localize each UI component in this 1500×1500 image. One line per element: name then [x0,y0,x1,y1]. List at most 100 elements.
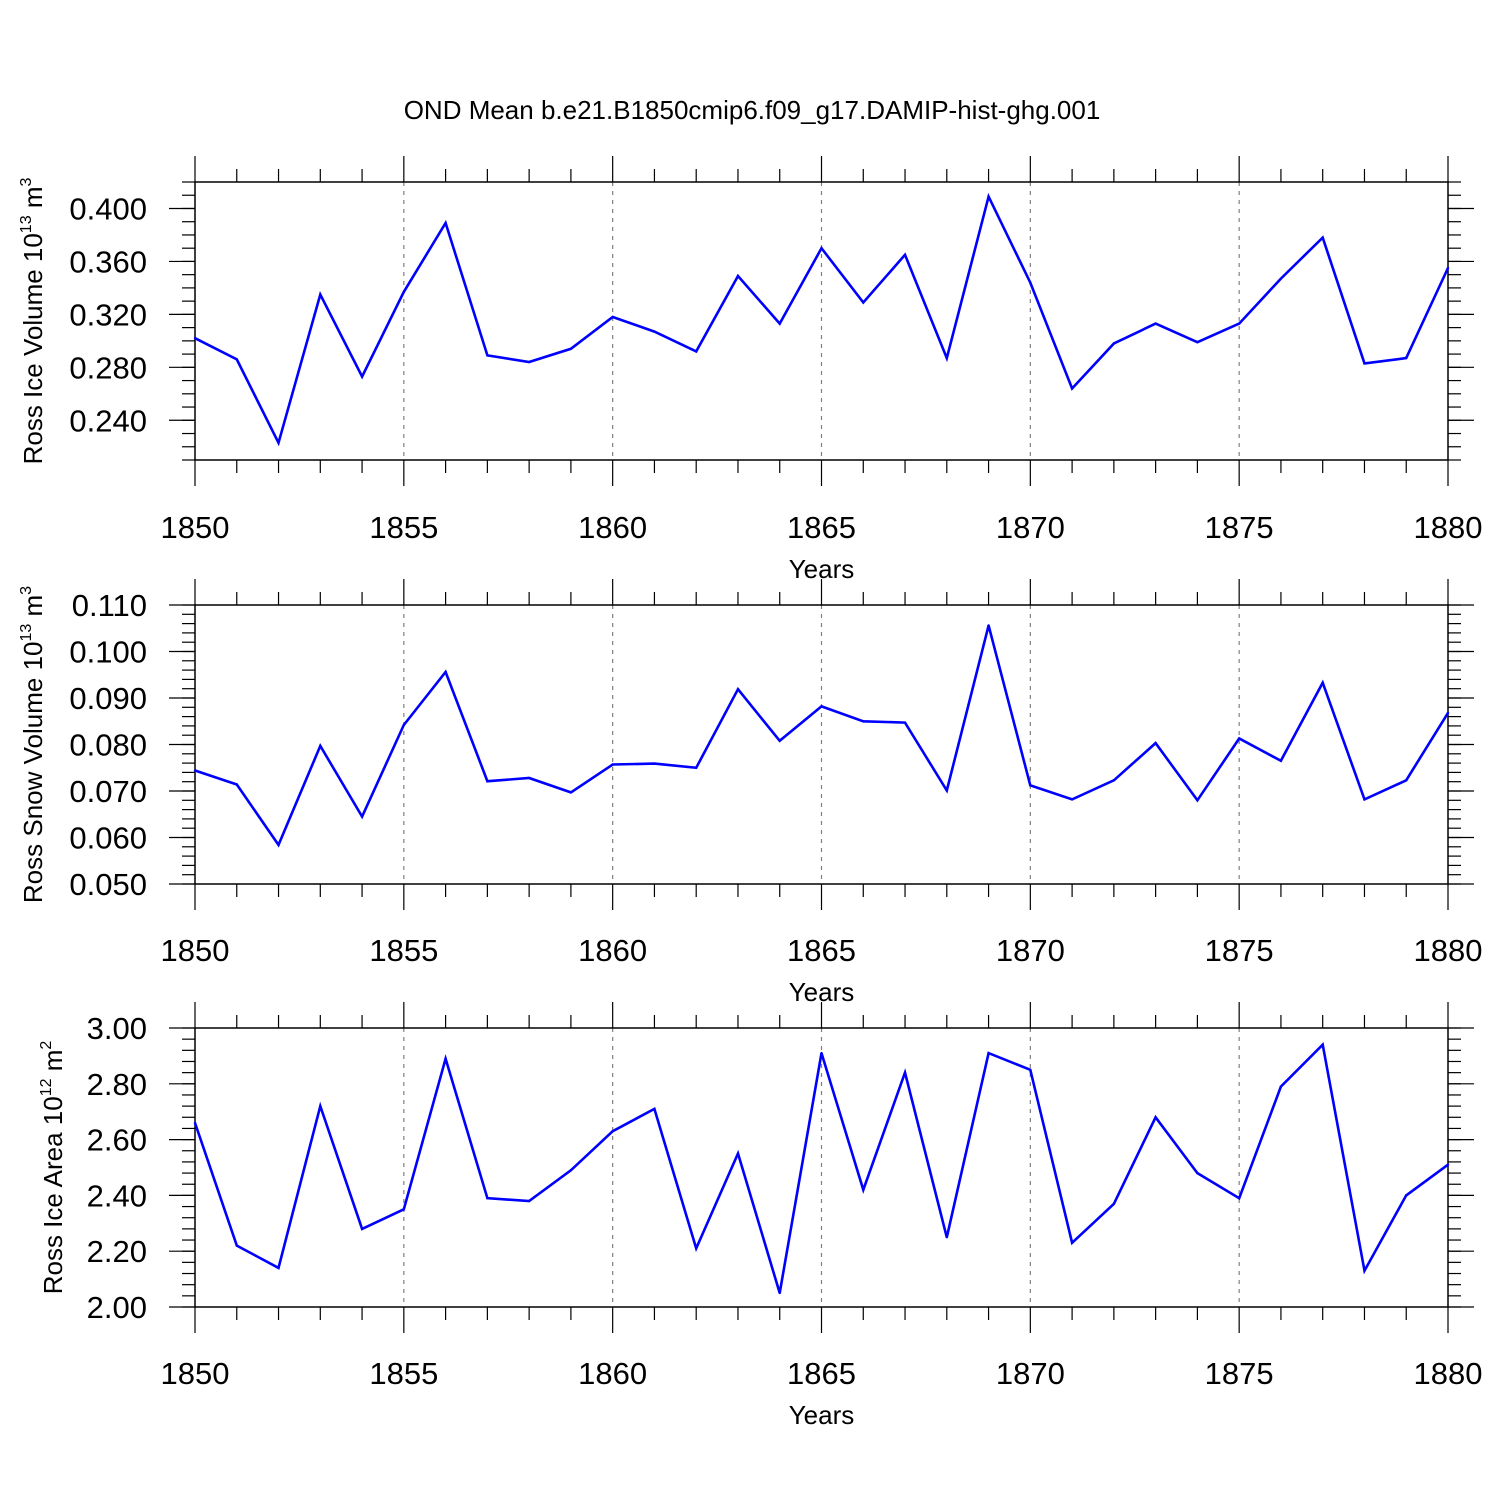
data-point-1860 [611,315,614,319]
y-axis-title-unit-exponent: 3 [18,177,35,186]
y-axis-title-name: Ross Ice Area 10 [38,1096,68,1294]
data-point-1859 [569,347,573,350]
data-point-1853 [319,1104,322,1108]
data-point-1855 [402,290,406,294]
data-point-1860 [611,763,614,766]
data-point-1857 [486,1196,489,1200]
data-point-1855 [402,723,406,727]
data-point-1851 [235,783,238,786]
data-point-1862 [695,766,698,769]
chart-panel-1: 0.240 0.280 0.320 0.360 0.400 1850 1855 1860 186… [18,156,1482,584]
y-tick-label: 2.60 [87,1123,147,1158]
y-axis-title-unit: m [38,1050,68,1079]
data-point-1871 [1070,798,1074,801]
x-tick-label: 1875 [1205,510,1274,545]
data-point-1870 [1029,784,1032,787]
x-tick-label: 1880 [1414,1356,1483,1391]
data-point-1863 [736,687,740,691]
x-axis-title: Years [789,1400,855,1430]
data-point-1854 [360,815,364,818]
data-point-1856 [444,221,447,225]
data-point-1870 [1029,1068,1032,1072]
x-tick-label: 1880 [1414,510,1483,545]
x-tick-label: 1880 [1414,933,1483,968]
data-point-1874 [1196,1171,1199,1175]
y-tick-label: 0.360 [69,244,147,279]
data-point-1858 [527,1199,531,1203]
data-point-1880 [1446,1163,1450,1166]
data-point-1868 [945,789,948,792]
data-point-1872 [1112,779,1116,782]
y-axis-title-name: Ross Snow Volume 10 [18,642,48,904]
data-point-1863 [736,274,740,278]
data-point-1869 [987,1051,990,1055]
data-point-1877 [1321,681,1324,684]
data-point-1873 [1154,322,1157,325]
data-point-1864 [778,1291,781,1295]
data-point-1852 [277,441,280,444]
data-point-1861 [653,1107,656,1111]
data-point-1853 [319,293,322,296]
data-point-1868 [945,1236,948,1239]
data-point-1869 [987,195,990,198]
data-point-1876 [1279,1085,1283,1088]
data-point-1850 [193,337,197,340]
data-point-1873 [1154,1116,1157,1119]
y-axis-title: Ross Snow Volume 1013 m3 [18,586,48,903]
y-axis-title-exponent: 13 [18,215,35,233]
data-point-1856 [444,1057,447,1060]
data-point-1858 [527,360,531,364]
x-tick-label: 1855 [369,933,438,968]
data-point-1859 [569,791,573,794]
panels: 0.240 0.280 0.320 0.360 0.400 1850 1855 1860 186… [18,156,1482,1430]
x-tick-label: 1870 [996,933,1065,968]
y-axis-title-unit-exponent: 2 [38,1041,55,1050]
data-point-1852 [277,843,280,847]
data-point-1862 [695,350,698,353]
y-tick-label: 0.110 [72,588,147,623]
data-point-1867 [903,1071,907,1074]
x-tick-label: 1850 [161,933,230,968]
data-point-1869 [987,624,990,627]
y-tick-label: 0.240 [69,403,147,438]
y-tick-label: 0.090 [69,681,147,716]
x-tick-label: 1865 [787,933,856,968]
data-point-1875 [1237,322,1241,325]
data-point-1854 [360,375,364,378]
x-tick-label: 1860 [578,933,647,968]
data-point-1865 [820,1051,823,1055]
y-axis-title-exponent: 12 [38,1078,55,1096]
x-tick-label: 1850 [161,1356,230,1391]
y-tick-label: 0.400 [69,191,147,226]
y-tick-label: 2.40 [87,1178,147,1213]
y-tick-label: 0.060 [69,821,147,856]
data-point-1851 [235,358,238,361]
x-tick-label: 1865 [787,1356,856,1391]
y-tick-label: 2.00 [87,1290,147,1325]
y-tick-label: 0.070 [69,774,147,809]
data-point-1875 [1237,737,1241,740]
data-point-1866 [862,301,865,304]
y-axis-title: Ross Ice Area 1012 m2 [38,1041,68,1295]
y-axis-title-unit-exponent: 3 [18,586,35,595]
data-point-1880 [1446,266,1450,270]
data-point-1850 [193,769,197,772]
data-point-1878 [1363,798,1366,801]
x-tick-label: 1855 [369,510,438,545]
y-tick-label: 3.00 [87,1011,147,1046]
y-axis-title-name: Ross Ice Volume 10 [18,233,48,464]
data-point-1876 [1279,277,1283,280]
data-point-1860 [611,1130,614,1133]
data-point-1865 [820,246,823,250]
y-axis-title-exponent: 13 [18,624,35,642]
data-point-1877 [1321,1043,1324,1046]
data-point-1875 [1237,1196,1241,1200]
x-tick-label: 1875 [1205,933,1274,968]
x-tick-label: 1860 [578,1356,647,1391]
data-point-1850 [193,1121,197,1125]
data-point-1864 [778,322,781,325]
data-point-1878 [1363,1269,1366,1272]
data-point-1857 [486,780,489,783]
data-point-1851 [235,1244,238,1247]
